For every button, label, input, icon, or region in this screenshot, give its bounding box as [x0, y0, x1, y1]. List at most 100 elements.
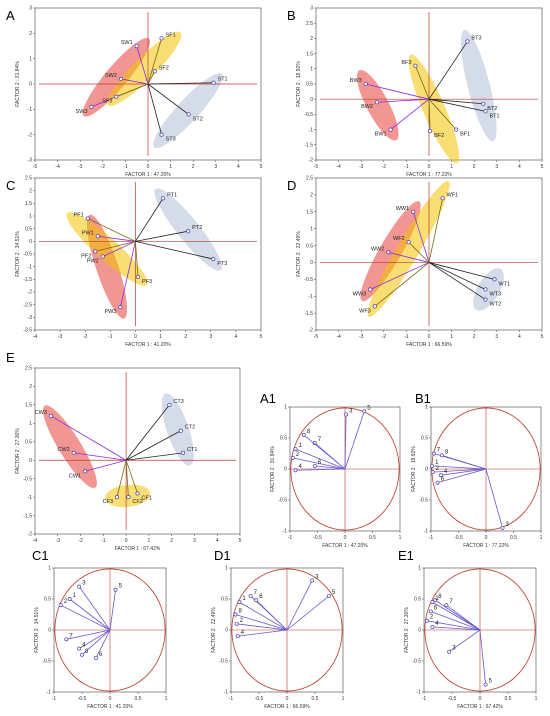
- sample-label: CT1: [187, 447, 197, 453]
- y-tick-label: 2.5: [306, 176, 313, 182]
- x-tick-label: -1: [404, 164, 409, 170]
- sample-label: SF1: [166, 32, 176, 38]
- sample-label: ST1: [218, 77, 228, 83]
- sample-ray: [147, 83, 189, 115]
- sample-ray: [374, 262, 430, 307]
- y-tick-label: -2: [28, 290, 33, 296]
- sample-label: CT2: [185, 425, 195, 431]
- loading-vector: [255, 599, 288, 631]
- x-tick-label: 3: [193, 538, 196, 544]
- panel-d: D -5 -4 -3 -2 -1 0 1 2 3 4 5 -2 -1.5 -1 -0.5 0 0.5 1 1.5 2 2.…: [287, 176, 544, 348]
- loading-point: [430, 470, 435, 475]
- loading-label: 2: [64, 599, 68, 605]
- y-tick-label: 2: [310, 36, 313, 42]
- x-tick-label: 0: [428, 334, 431, 340]
- loading-label: 1: [435, 460, 439, 466]
- sample-ray: [125, 460, 129, 498]
- sample-ray: [147, 82, 214, 85]
- x-tick-label: 1: [169, 164, 172, 170]
- x-tick-label: -1: [422, 696, 427, 702]
- loading-point: [77, 646, 82, 651]
- y-tick-label: -1.5: [304, 143, 313, 149]
- sample-ray: [390, 98, 430, 130]
- sample-ray: [370, 262, 430, 290]
- sample-point: [83, 469, 88, 474]
- sample-point: [135, 491, 140, 496]
- loading-label: 8: [238, 609, 242, 615]
- sample-point: [372, 304, 377, 309]
- loading-vector: [78, 629, 111, 649]
- loading-label: 4: [82, 643, 86, 649]
- loading-vector: [314, 465, 346, 470]
- loading-vector: [434, 599, 481, 631]
- sample-point: [159, 132, 164, 137]
- sample-label: SF2: [159, 65, 169, 71]
- sample-label: WT3: [490, 291, 502, 297]
- sample-label: PT1: [167, 192, 177, 198]
- y-axis-label: FACTOR 2 : 18.92%: [296, 61, 302, 107]
- x-tick-label: -1: [52, 696, 57, 702]
- x-tick-label: 1: [535, 696, 538, 702]
- sample-ray: [428, 262, 486, 300]
- sample-ray: [95, 240, 136, 252]
- loading-vector: [344, 411, 365, 470]
- sample-point: [440, 196, 445, 201]
- sample-point: [135, 274, 141, 279]
- loading-label: 7: [254, 590, 258, 596]
- y-tick-label: -1: [28, 107, 33, 113]
- loading-label: 5: [332, 590, 336, 596]
- x-tick-label: 1: [342, 696, 345, 702]
- y-tick-label: 1.5: [306, 209, 313, 215]
- loading-label: 1: [435, 596, 439, 602]
- y-tick-label: 0.5: [280, 436, 287, 442]
- x-tick-label: 0: [485, 535, 488, 541]
- sample-label: PF3: [142, 279, 152, 285]
- loading-vector: [78, 586, 111, 631]
- x-tick-label: -1: [429, 535, 434, 541]
- loading-vector: [303, 434, 346, 470]
- x-tick-label: -0.5: [454, 535, 463, 541]
- y-tick-label: 1: [425, 405, 428, 411]
- x-tick-label: -3: [78, 164, 83, 170]
- sample-ray: [412, 211, 430, 263]
- y-tick-label: 1: [29, 421, 32, 427]
- y-tick-label: 2: [29, 384, 32, 390]
- loading-label: 7: [318, 437, 322, 443]
- y-tick-label: 1: [284, 405, 287, 411]
- x-axis-label: FACTOR 1 : 47.20%: [125, 172, 171, 178]
- x-tick-label: 4: [234, 334, 237, 340]
- loading-label: 3: [315, 574, 319, 580]
- y-tick-label: -1: [47, 690, 52, 696]
- y-tick-label: -1: [309, 294, 314, 300]
- y-tick-label: -2: [28, 532, 33, 538]
- y-axis-label: FACTOR 2 : 22.49%: [211, 607, 217, 653]
- loading-vector: [440, 468, 487, 476]
- sample-point: [114, 94, 119, 99]
- sample-ray: [376, 98, 430, 103]
- x-axis-label: FACTOR 1 : 66.59%: [406, 342, 452, 348]
- y-tick-label: -0.5: [278, 498, 287, 504]
- y-axis-label: FACTOR 2 : 34.51%: [34, 607, 40, 653]
- x-tick-label: -4: [55, 164, 60, 170]
- loading-vector: [239, 601, 288, 631]
- y-tick-label: -2.5: [23, 302, 32, 308]
- sample-point: [186, 112, 191, 117]
- x-tick-label: 0.5: [312, 696, 319, 702]
- panel-label: E: [6, 350, 15, 365]
- sample-ray: [119, 241, 136, 308]
- panel-label: D: [287, 178, 296, 193]
- loading-label: 7: [69, 633, 73, 639]
- sample-label: PF2: [81, 253, 91, 259]
- sample-ray: [85, 459, 127, 472]
- sample-point: [483, 287, 488, 292]
- sample-label: CT3: [173, 399, 183, 405]
- loading-label: 5: [367, 405, 371, 411]
- y-tick-label: 1: [48, 566, 51, 572]
- sample-label: SW3: [76, 109, 88, 115]
- sample-label: PT2: [192, 225, 202, 231]
- sample-label: SF3: [102, 99, 112, 105]
- sample-point: [181, 450, 186, 455]
- sample-label: CF1: [142, 495, 152, 501]
- y-tick-label: -3: [28, 315, 33, 321]
- sample-ray: [126, 452, 184, 461]
